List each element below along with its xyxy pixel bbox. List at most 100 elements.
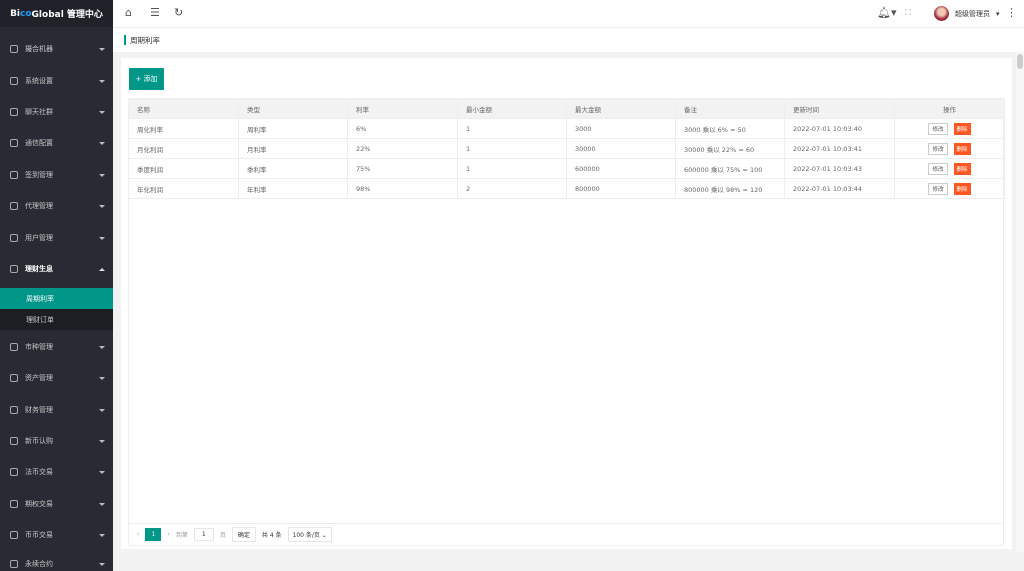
tab-current[interactable]: 周期利率 <box>130 35 160 45</box>
prev-page-icon[interactable]: ‹ <box>137 531 140 538</box>
coin-icon <box>10 343 18 351</box>
chevron-down-icon <box>99 440 105 443</box>
home-icon[interactable]: ⌂ <box>125 6 132 19</box>
table-cell: 2022-07-01 10:03:40 <box>784 118 895 139</box>
menu-toggle-icon[interactable]: ☰ <box>150 6 160 19</box>
sidebar-item-label: 理财生息 <box>25 265 53 273</box>
delete-button[interactable]: 删除 <box>953 122 971 135</box>
sidebar-item[interactable]: 理财生息 <box>0 263 113 275</box>
chevron-down-icon <box>99 174 105 177</box>
table-cell: 月利率 <box>238 138 348 159</box>
page-input[interactable]: 1 <box>193 528 214 541</box>
more-icon[interactable]: ⋮ <box>1006 6 1017 19</box>
actions-cell: 修改 删除 <box>894 158 1005 179</box>
logo: Bi co Global 管理中心 <box>0 0 113 27</box>
sidebar-item-label: 新币认购 <box>25 437 53 445</box>
star-icon <box>10 500 18 508</box>
table-cell: 30000 乘以 22% = 60 <box>675 138 785 159</box>
logo-title: Global 管理中心 <box>31 10 103 20</box>
avatar <box>934 6 949 21</box>
tab-marker <box>124 35 126 45</box>
page-size-select[interactable]: 100 条/页 ⌄ <box>287 527 332 542</box>
table-cell: 周利率 <box>238 118 348 139</box>
sidebar-item-label: 代理管理 <box>25 202 53 210</box>
edit-button[interactable]: 修改 <box>928 182 948 195</box>
sidebar-item[interactable]: 通信配置 <box>0 137 113 149</box>
content-card: + 添加 名称 类型 利率 最小金额 最大金额 备注 更新时间 操作 周化利率 周利率 6% 1 30… <box>121 58 1012 549</box>
table-cell: 6% <box>347 118 458 139</box>
page-current[interactable]: 1 <box>145 528 162 541</box>
sidebar-item[interactable]: 新币认购 <box>0 435 113 447</box>
scrollbar-thumb[interactable] <box>1017 54 1023 69</box>
page-size-value: 100 条/页 <box>292 532 320 539</box>
chevron-down-icon <box>99 534 105 537</box>
column-header: 名称 <box>128 98 239 119</box>
logo-text: Bi <box>10 8 21 19</box>
dollar-icon <box>10 374 18 382</box>
sidebar-item-label: 币币交易 <box>25 531 53 539</box>
sidebar-item[interactable]: 币币交易 <box>0 529 113 541</box>
column-header: 最小金额 <box>457 98 567 119</box>
sliders-icon <box>10 77 18 85</box>
table-cell: 800000 乘以 98% = 120 <box>675 178 785 199</box>
robot-icon <box>10 45 18 53</box>
table-cell: 600000 乘以 75% = 100 <box>675 158 785 179</box>
user-menu[interactable]: 超级管理员 ▾ <box>934 6 1000 21</box>
sidebar-item-label: 期权交易 <box>25 500 53 508</box>
chevron-down-icon <box>99 377 105 380</box>
delete-button[interactable]: 删除 <box>953 162 971 175</box>
logo-text-accent: co <box>20 8 32 19</box>
column-header: 最大金额 <box>566 98 676 119</box>
sidebar-item[interactable]: 期权交易 <box>0 498 113 510</box>
table-cell: 98% <box>347 178 458 199</box>
table-cell: 年利率 <box>238 178 348 199</box>
sidebar-subitem[interactable]: 周期利率 <box>0 288 113 309</box>
sidebar-item[interactable]: 资产管理 <box>0 372 113 384</box>
table-cell: 2022-07-01 10:03:44 <box>784 178 895 199</box>
sidebar-item-label: 系统设置 <box>25 77 53 85</box>
next-page-icon[interactable]: › <box>167 531 170 538</box>
page-unit: 页 <box>219 532 226 539</box>
sidebar-subitem[interactable]: 理财订单 <box>0 309 113 330</box>
delete-button[interactable]: 删除 <box>953 182 971 195</box>
table-cell: 600000 <box>566 158 676 179</box>
sidebar-item-label: 永续合约 <box>25 560 53 568</box>
table-cell: 2022-07-01 10:03:43 <box>784 158 895 179</box>
sidebar: Bi co Global 管理中心 撮合机器系统设置聊天社群通信配置签到管理代理管… <box>0 0 113 571</box>
edit-button[interactable]: 修改 <box>928 142 948 155</box>
sidebar-item[interactable]: 永续合约 <box>0 558 113 570</box>
column-header: 备注 <box>675 98 785 119</box>
edit-button[interactable]: 修改 <box>928 162 948 175</box>
user-icon <box>10 202 18 210</box>
table-cell: 1 <box>457 138 567 159</box>
tablet-icon <box>10 139 18 147</box>
edit-button[interactable]: 修改 <box>928 122 948 135</box>
refresh-icon[interactable]: ↻ <box>174 6 184 19</box>
sidebar-item[interactable]: 系统设置 <box>0 75 113 87</box>
users-icon <box>10 234 18 242</box>
sidebar-item[interactable]: 聊天社群 <box>0 106 113 118</box>
table-row: 月化利润 月利率 22% 1 30000 30000 乘以 22% = 60 2022-07… <box>128 138 1005 159</box>
delete-button[interactable]: 删除 <box>953 142 971 155</box>
finance-icon <box>10 406 18 414</box>
sidebar-item[interactable]: 财务管理 <box>0 404 113 416</box>
sidebar-item-label: 资产管理 <box>25 374 53 382</box>
add-button[interactable]: + 添加 <box>129 68 164 90</box>
sidebar-item[interactable]: 用户管理 <box>0 232 113 244</box>
bell-icon[interactable]: 🔔︎▾ <box>877 6 897 19</box>
sidebar-item-label: 财务管理 <box>25 406 53 414</box>
chevron-down-icon <box>99 80 105 83</box>
file-icon <box>10 560 18 568</box>
fullscreen-icon[interactable]: ⛶ <box>905 8 911 17</box>
sidebar-item-label: 签到管理 <box>25 171 53 179</box>
scrollbar[interactable] <box>1016 52 1024 552</box>
sidebar-item[interactable]: 签到管理 <box>0 169 113 181</box>
sidebar-item[interactable]: 代理管理 <box>0 200 113 212</box>
sidebar-item[interactable]: 法币交易 <box>0 466 113 478</box>
star-icon <box>10 265 18 273</box>
sidebar-item[interactable]: 市种管理 <box>0 341 113 353</box>
sidebar-item[interactable]: 撮合机器 <box>0 43 113 55</box>
table-cell: 1 <box>457 158 567 179</box>
hand-icon <box>10 468 18 476</box>
goto-confirm-button[interactable]: 确定 <box>231 527 256 542</box>
